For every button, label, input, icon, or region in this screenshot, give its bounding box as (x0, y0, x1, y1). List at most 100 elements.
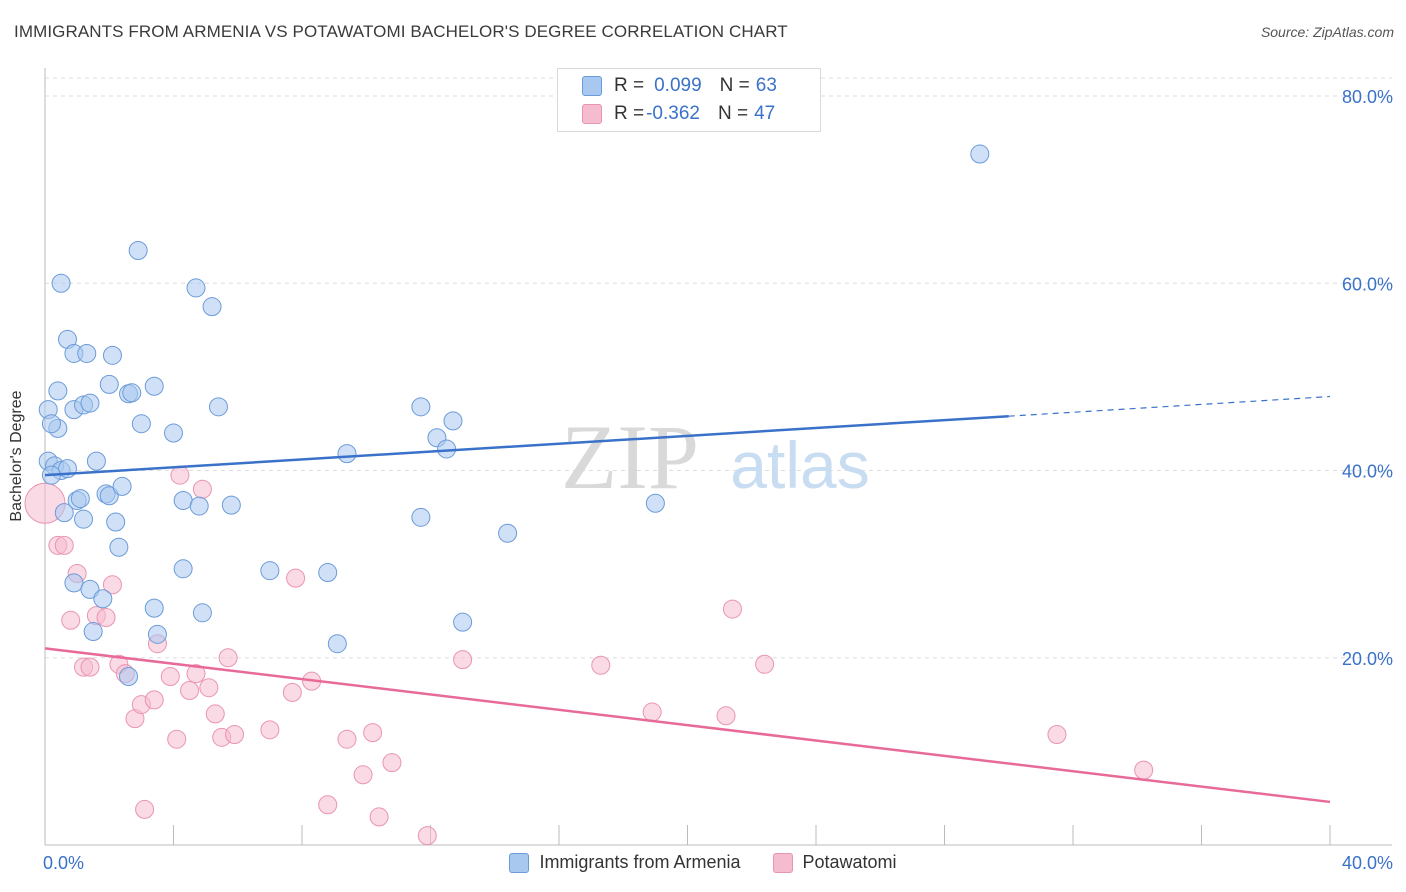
x-tick-label: 0.0% (43, 853, 84, 873)
point-potawatomi (1047, 725, 1067, 745)
legend-swatch-pink (582, 104, 602, 124)
chart-title: IMMIGRANTS FROM ARMENIA VS POTAWATOMI BA… (14, 22, 788, 41)
point-armenia (131, 414, 151, 434)
legend-swatch-pink (772, 852, 793, 873)
point-potawatomi (337, 729, 357, 749)
legend-swatch-blue (582, 76, 602, 96)
point-potawatomi (453, 650, 473, 670)
legend-row-potawatomi: R = -0.362 N = 47 (582, 101, 775, 127)
point-armenia (77, 343, 97, 363)
point-potawatomi (144, 690, 164, 710)
point-armenia (64, 573, 84, 593)
point-potawatomi (205, 704, 225, 724)
legend-n-label: N = (719, 75, 750, 96)
point-armenia (186, 278, 206, 298)
point-potawatomi (199, 678, 219, 698)
point-armenia (318, 563, 338, 583)
point-armenia (337, 444, 357, 464)
point-potawatomi (591, 655, 611, 675)
legend-swatch-blue (509, 852, 530, 873)
point-potawatomi (755, 654, 775, 674)
point-armenia (260, 561, 280, 581)
point-potawatomi (102, 575, 122, 595)
grid-lines (45, 77, 1392, 659)
point-armenia (109, 537, 129, 557)
y-tick-label: 20.0% (1342, 649, 1393, 669)
trendline-armenia (44, 414, 1009, 477)
point-armenia (83, 622, 103, 642)
point-potawatomi (716, 706, 736, 726)
point-potawatomi (192, 479, 212, 499)
legend-label-potawatomi: Potawatomi (802, 852, 897, 872)
point-potawatomi (369, 807, 389, 827)
point-armenia (164, 423, 183, 443)
x-tick-label: 40.0% (1342, 853, 1393, 873)
point-potawatomi (282, 682, 302, 702)
point-potawatomi (218, 648, 238, 668)
legend-r-label: R = (614, 75, 645, 96)
point-armenia (411, 507, 431, 527)
point-potawatomi (135, 799, 155, 819)
series-legend: Immigrants from Armenia Potawatomi (0, 852, 1406, 873)
point-armenia (208, 397, 228, 417)
tick-labels: 20.0% 40.0% 60.0% 80.0% 0.0% 40.0% (43, 87, 1393, 873)
point-armenia (645, 493, 665, 513)
point-armenia (202, 297, 222, 317)
point-armenia (93, 589, 113, 609)
y-tick-label: 80.0% (1342, 87, 1393, 107)
legend-n-value: 63 (755, 75, 777, 96)
point-potawatomi (260, 720, 280, 740)
stats-legend: R = 0.099 N = 63 R = -0.362 N = 47 (557, 68, 821, 132)
point-armenia (192, 603, 212, 623)
point-armenia (106, 512, 126, 532)
point-armenia (147, 624, 167, 644)
y-tick-label: 60.0% (1342, 274, 1393, 294)
point-armenia (48, 381, 68, 401)
legend-n-label: N = (717, 103, 749, 124)
source-credit: Source: ZipAtlas.com (1260, 24, 1394, 40)
point-potawatomi (167, 729, 187, 749)
point-armenia (102, 345, 122, 365)
point-armenia (498, 523, 518, 543)
series-potawatomi (24, 465, 1154, 846)
watermark-atlas: atlas (730, 428, 869, 502)
point-potawatomi (170, 465, 190, 485)
point-armenia (119, 666, 139, 686)
point-armenia (74, 509, 94, 529)
point-armenia (173, 490, 193, 510)
point-armenia (970, 144, 990, 164)
legend-label-armenia: Immigrants from Armenia (539, 852, 741, 872)
legend-item-armenia: Immigrants from Armenia (509, 852, 741, 873)
trendline-potawatomi (44, 647, 1331, 804)
point-armenia (453, 612, 473, 632)
point-armenia (443, 411, 463, 431)
point-armenia (437, 439, 457, 459)
point-potawatomi (382, 753, 402, 773)
point-potawatomi (80, 657, 100, 677)
point-armenia (70, 489, 90, 509)
point-armenia (221, 495, 241, 515)
point-armenia (128, 240, 148, 260)
point-armenia (80, 393, 100, 413)
point-armenia (189, 496, 209, 516)
point-armenia (99, 374, 119, 394)
point-potawatomi (642, 702, 662, 722)
point-armenia (173, 559, 193, 579)
legend-n-value: 47 (754, 103, 776, 124)
point-armenia (144, 598, 164, 618)
point-armenia (80, 579, 100, 599)
point-armenia (99, 486, 119, 506)
point-potawatomi (186, 664, 206, 684)
watermark-zip: ZIP (561, 406, 699, 508)
point-armenia (86, 451, 106, 471)
point-armenia (41, 414, 61, 434)
point-armenia (112, 476, 132, 496)
series-armenia (38, 144, 990, 686)
point-potawatomi (1134, 760, 1154, 780)
point-potawatomi (417, 826, 437, 846)
point-armenia (144, 376, 164, 396)
legend-item-potawatomi: Potawatomi (772, 852, 897, 873)
legend-row-armenia: R = 0.099 N = 63 (582, 73, 777, 99)
point-potawatomi (286, 568, 306, 588)
